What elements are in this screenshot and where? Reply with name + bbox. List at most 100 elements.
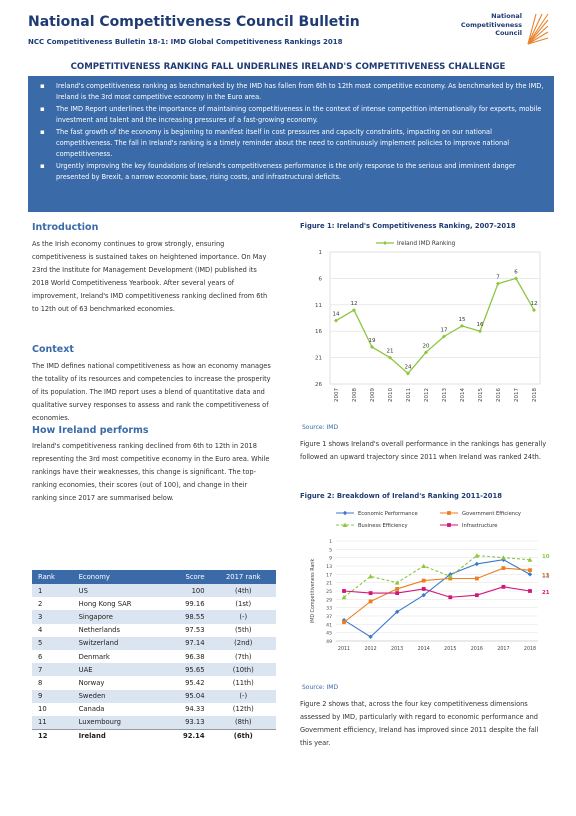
headline: COMPETITIVENESS RANKING FALL UNDERLINES … — [70, 62, 506, 72]
y-tick-label: 26 — [315, 382, 322, 388]
data-point — [501, 566, 506, 570]
data-point — [460, 323, 464, 328]
context-text: The IMD defines national competitiveness… — [32, 362, 271, 422]
key-point: Ireland's competitiveness ranking as ben… — [38, 81, 544, 103]
y-tick-label: 1 — [319, 250, 323, 256]
cell-prev-rank: (8th) — [210, 715, 276, 730]
data-label: 19 — [369, 338, 376, 344]
cell-economy: Sweden — [72, 689, 164, 703]
bulletin-title: National Competitiveness Council Bulleti… — [28, 14, 360, 30]
ncc-logo: National Competitiveness Council — [454, 12, 550, 52]
data-label: 16 — [477, 322, 484, 328]
legend-label: Business Efficiency — [358, 523, 408, 529]
cell-rank: 4 — [38, 626, 43, 635]
table-row: 6 Denmark 96.38 (7th) — [32, 650, 276, 663]
col-economy-header: Economy — [72, 570, 164, 584]
table-row: 8 Norway 95.42 (11th) — [32, 676, 276, 689]
cell-economy: UAE — [72, 663, 164, 677]
cell-rank: 1 — [32, 584, 73, 598]
cell-prev-rank: (6th) — [210, 728, 276, 743]
data-point — [474, 576, 479, 581]
data-point — [421, 578, 426, 583]
x-tick-label: 2011 — [406, 388, 412, 402]
col-prev-rank-header: 2017 rank — [210, 570, 276, 584]
cell-score: 93.13 — [163, 715, 211, 730]
x-tick-label: 2014 — [460, 388, 466, 402]
table-row: 4 Netherlands 97.53 (5th) — [32, 624, 276, 637]
x-tick-label: 2013 — [391, 646, 403, 652]
table-row: 11 Luxembourg 93.13 (8th) — [32, 715, 276, 730]
x-tick-label: 2017 — [497, 646, 509, 652]
data-point — [514, 276, 518, 281]
table-header-row: Rank Economy Score 2017 rank — [32, 570, 276, 584]
data-point — [368, 574, 373, 579]
x-tick-label: 2015 — [478, 388, 484, 402]
legend-marker — [447, 511, 451, 515]
data-point — [527, 572, 533, 577]
key-points-list: Ireland's competitiveness ranking as ben… — [38, 81, 544, 183]
data-label: 21 — [387, 349, 394, 355]
data-label: 17 — [441, 327, 448, 333]
data-point — [334, 318, 338, 323]
end-label: 21 — [542, 590, 550, 596]
rankings-table: Rank Economy Score 2017 rank 1 US 100 (4th)… — [32, 570, 276, 743]
legend-marker — [383, 241, 387, 245]
col-rank-header: Rank — [32, 570, 73, 584]
x-tick-label: 2008 — [352, 388, 358, 402]
cell-rank: 2 — [38, 599, 43, 608]
data-point — [496, 281, 500, 286]
y-tick-label: 6 — [319, 276, 323, 282]
legend-marker — [342, 510, 348, 516]
data-point — [501, 584, 506, 589]
data-point — [527, 557, 533, 562]
data-point — [341, 594, 347, 600]
end-label: 11 — [542, 573, 550, 579]
cell-prev-rank: (5th) — [234, 626, 252, 635]
legend-label: Economic Performance — [358, 511, 418, 517]
data-point — [388, 355, 392, 360]
data-point — [474, 593, 479, 598]
legend-marker — [342, 522, 348, 527]
logo-text: National Competitiveness Council — [454, 12, 522, 38]
figure2-source: Source: IMD — [302, 684, 339, 691]
data-point — [474, 561, 480, 567]
legend-label: Government Efficiency — [462, 511, 521, 517]
legend-label: Infrastructure — [462, 523, 498, 529]
y-tick-label: 17 — [326, 572, 332, 578]
table-row: 12 Ireland 92.14 (6th) — [32, 728, 276, 743]
data-label: 24 — [405, 364, 412, 370]
x-tick-label: 2018 — [532, 388, 538, 402]
cell-rank: 3 — [32, 610, 73, 624]
y-tick-label: 9 — [329, 556, 332, 562]
logo-mark-icon — [527, 13, 549, 45]
table-row: 1 US 100 (4th) — [32, 584, 276, 598]
data-point — [448, 595, 453, 600]
series-line — [343, 555, 531, 598]
table-row: 9 Sweden 95.04 (-) — [32, 689, 276, 703]
cell-score: 99.16 — [185, 599, 205, 608]
col-score-header: Score — [163, 570, 211, 584]
data-point — [342, 620, 346, 625]
data-label: 12 — [531, 301, 538, 307]
cell-rank: 8 — [38, 678, 43, 687]
cell-economy: Ireland — [72, 728, 164, 743]
data-point — [421, 587, 426, 591]
data-point — [395, 587, 400, 591]
data-label: 7 — [496, 275, 500, 281]
data-point — [406, 371, 410, 376]
figure1-source: Source: IMD — [302, 424, 339, 431]
cell-economy: Norway — [78, 678, 105, 687]
y-tick-label: 5 — [329, 547, 332, 553]
x-tick-label: 2012 — [424, 388, 430, 402]
cell-economy: Netherlands — [78, 626, 121, 635]
y-tick-label: 1 — [329, 539, 332, 545]
data-point — [395, 591, 400, 595]
data-point — [394, 580, 400, 585]
cell-prev-rank: (1st) — [235, 599, 252, 608]
cell-rank: 10 — [38, 705, 47, 714]
end-label: 10 — [542, 554, 550, 560]
cell-score: 95.42 — [185, 678, 205, 687]
series-line — [343, 559, 531, 638]
key-point: Urgently improving the key foundations o… — [38, 161, 544, 183]
